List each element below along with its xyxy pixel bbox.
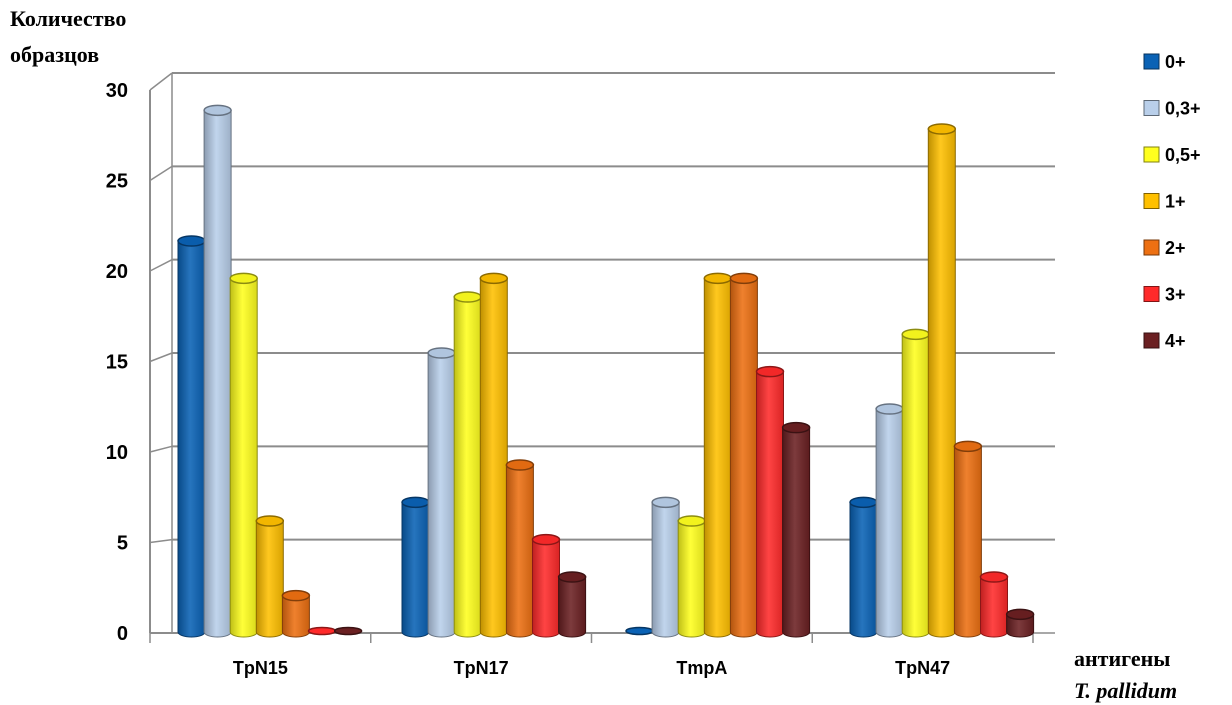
legend-swatch — [1143, 286, 1160, 302]
legend-item: 2+ — [1143, 238, 1186, 258]
y-tick-label: 10 — [106, 442, 128, 464]
bar — [401, 496, 430, 638]
bar — [177, 235, 206, 638]
bar — [307, 626, 337, 636]
legend-swatch — [1143, 332, 1160, 349]
x-category-label: TmpA — [676, 658, 727, 678]
bar — [333, 626, 363, 636]
bar — [505, 459, 535, 638]
bar — [781, 421, 811, 638]
legend-item: 1+ — [1143, 192, 1186, 212]
legend: 0+ 0,3+ 0,5+ 1+ 2+ 3+ 4+ — [1143, 52, 1201, 351]
gridline-edge — [149, 72, 173, 91]
legend-swatch — [1143, 53, 1160, 70]
bar — [203, 104, 232, 638]
gridline-edge — [149, 165, 173, 182]
legend-swatch — [1143, 193, 1160, 209]
bar — [849, 496, 878, 638]
legend-item: 4+ — [1143, 331, 1186, 351]
x-category-label: TpN17 — [454, 658, 509, 678]
bar — [229, 272, 258, 638]
y-tick-label: 15 — [106, 352, 128, 374]
legend-item: 0,5+ — [1143, 145, 1201, 165]
legend-label: 4+ — [1165, 331, 1186, 351]
bar — [953, 440, 983, 638]
y-axis-ticks: 0 5 10 15 20 25 30 — [106, 80, 128, 645]
y-axis-title-line2: образцов — [10, 42, 99, 67]
y-tick-label: 0 — [117, 623, 128, 645]
legend-item: 0+ — [1143, 52, 1186, 72]
legend-item: 0,3+ — [1143, 99, 1201, 119]
bar — [755, 365, 785, 638]
bar — [427, 347, 456, 638]
bar — [677, 515, 706, 638]
legend-item: 3+ — [1143, 285, 1186, 305]
y-axis-title-line1: Количество — [10, 6, 126, 31]
x-axis-categories: TpN15 TpN17 TmpA TpN47 — [233, 658, 950, 678]
legend-label: 2+ — [1165, 238, 1186, 258]
legend-label: 1+ — [1165, 192, 1186, 212]
bar — [625, 626, 654, 636]
bar — [875, 403, 904, 638]
gridline-edge — [149, 445, 173, 453]
x-axis-title-line2: T. pallidum — [1074, 678, 1177, 703]
y-tick-label: 30 — [106, 80, 128, 102]
x-axis-title-line1: антигены — [1074, 646, 1170, 671]
legend-swatch — [1143, 239, 1160, 256]
gridline-edge — [149, 538, 173, 544]
bar — [281, 589, 311, 638]
bar — [927, 123, 957, 638]
legend-label: 3+ — [1165, 285, 1186, 305]
bar — [651, 496, 680, 638]
bar — [557, 571, 587, 638]
legend-label: 0,5+ — [1165, 145, 1201, 165]
bar — [729, 272, 759, 638]
legend-swatch — [1143, 100, 1160, 116]
bar — [453, 291, 482, 638]
x-category-label: TpN47 — [895, 658, 950, 678]
bar — [1005, 608, 1035, 638]
bar — [901, 328, 930, 638]
bar — [255, 515, 285, 638]
y-tick-label: 20 — [106, 261, 128, 283]
gridline-edge — [149, 352, 173, 363]
y-tick-label: 25 — [106, 171, 128, 193]
legend-swatch — [1143, 146, 1160, 163]
bars — [177, 104, 1035, 638]
bar — [979, 571, 1009, 638]
legend-label: 0,3+ — [1165, 99, 1201, 119]
gridline-edge — [149, 258, 173, 272]
bar — [703, 272, 733, 638]
legend-label: 0+ — [1165, 52, 1186, 72]
x-category-label: TpN15 — [233, 658, 288, 678]
bar — [479, 272, 509, 638]
bar — [531, 533, 561, 638]
y-tick-label: 5 — [117, 533, 128, 555]
